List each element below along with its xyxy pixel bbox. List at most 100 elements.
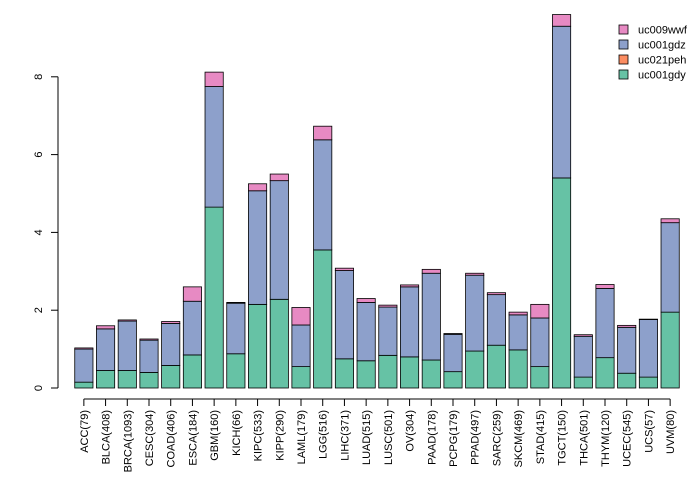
legend-swatch bbox=[619, 55, 628, 64]
bar-segment-uc009wwf bbox=[531, 304, 549, 318]
bar-segment-uc001gdy bbox=[574, 377, 592, 388]
x-tick-label: LIHC(371) bbox=[339, 410, 351, 461]
x-tick-label: UCS(57) bbox=[643, 410, 655, 453]
bar-stack bbox=[183, 287, 201, 388]
bar-stack bbox=[118, 320, 136, 388]
bar-segment-uc001gdy bbox=[75, 382, 93, 388]
bar-segment-uc009wwf bbox=[335, 268, 353, 270]
x-tick-label: STAD(415) bbox=[535, 410, 547, 464]
x-tick-label: PPAD(497) bbox=[470, 410, 482, 465]
bar-segment-uc001gdz bbox=[140, 340, 158, 372]
bar-segment-uc001gdy bbox=[357, 361, 375, 388]
bar-segment-uc001gdy bbox=[96, 371, 114, 389]
legend-swatch bbox=[619, 40, 628, 49]
legend-swatch bbox=[619, 70, 628, 79]
bar-segment-uc009wwf bbox=[140, 339, 158, 340]
bar-segment-uc001gdz bbox=[270, 181, 288, 300]
x-tick-label: CESC(304) bbox=[144, 410, 156, 466]
bar-segment-uc009wwf bbox=[227, 302, 245, 303]
bar-segment-uc009wwf bbox=[422, 269, 440, 273]
bar-segment-uc009wwf bbox=[400, 285, 418, 287]
bar-stack bbox=[227, 302, 245, 388]
x-tick-label: BRCA(1093) bbox=[122, 410, 134, 472]
x-axis: ACC(79)BLCA(408)BRCA(1093)CESC(304)COAD(… bbox=[79, 399, 677, 472]
y-tick-label: 0 bbox=[33, 385, 45, 391]
bar-segment-uc009wwf bbox=[75, 348, 93, 349]
bar-segment-uc001gdy bbox=[422, 360, 440, 388]
bar-segment-uc009wwf bbox=[314, 126, 332, 140]
bar-segment-uc001gdy bbox=[227, 354, 245, 388]
x-tick-label: TGCT(150) bbox=[557, 410, 569, 466]
y-tick-label: 6 bbox=[33, 152, 45, 158]
x-tick-label: GBM(160) bbox=[209, 410, 221, 461]
y-tick-label: 4 bbox=[33, 229, 45, 235]
bar-stack bbox=[314, 126, 332, 388]
bar-stack bbox=[487, 293, 505, 388]
bar-segment-uc001gdy bbox=[466, 351, 484, 388]
bar-segment-uc001gdy bbox=[335, 359, 353, 388]
bar-segment-uc001gdy bbox=[248, 304, 266, 388]
bar-segment-uc001gdy bbox=[162, 365, 180, 388]
bar-segment-uc001gdz bbox=[357, 302, 375, 360]
y-tick-label: 8 bbox=[33, 74, 45, 80]
x-tick-label: THYM(120) bbox=[600, 410, 612, 467]
bar-segment-uc001gdy bbox=[205, 207, 223, 388]
bar-segment-uc001gdz bbox=[118, 321, 136, 370]
x-tick-label: COAD(406) bbox=[166, 410, 178, 467]
bar-stack bbox=[422, 269, 440, 388]
x-tick-label: SKCM(469) bbox=[513, 410, 525, 467]
x-tick-label: PCPG(179) bbox=[448, 410, 460, 467]
bar-segment-uc009wwf bbox=[444, 334, 462, 335]
bar-segment-uc001gdz bbox=[183, 301, 201, 355]
x-tick-label: ESCA(184) bbox=[187, 410, 199, 466]
legend-label: uc021peh bbox=[638, 55, 686, 67]
bar-segment-uc001gdz bbox=[75, 349, 93, 382]
bar-stack bbox=[292, 307, 310, 388]
bar-segment-uc009wwf bbox=[574, 335, 592, 337]
bar-segment-uc001gdz bbox=[422, 273, 440, 360]
bar-segment-uc001gdy bbox=[509, 350, 527, 388]
x-tick-label: LUSC(501) bbox=[383, 410, 395, 465]
x-tick-label: KICH(66) bbox=[231, 410, 243, 456]
bar-stack bbox=[596, 285, 614, 388]
bar-segment-uc001gdz bbox=[487, 295, 505, 346]
bars bbox=[75, 15, 680, 388]
bar-segment-uc001gdy bbox=[487, 345, 505, 388]
legend-label: uc009wwf bbox=[638, 25, 688, 37]
bar-stack bbox=[574, 335, 592, 388]
x-tick-label: UVM(80) bbox=[665, 410, 677, 454]
bar-segment-uc001gdz bbox=[248, 191, 266, 305]
bar-segment-uc001gdz bbox=[96, 329, 114, 371]
bar-segment-uc001gdz bbox=[335, 271, 353, 359]
bar-segment-uc009wwf bbox=[379, 305, 397, 307]
bar-segment-uc001gdy bbox=[531, 367, 549, 388]
bar-segment-uc009wwf bbox=[596, 285, 614, 289]
bar-segment-uc001gdy bbox=[661, 312, 679, 388]
bar-segment-uc009wwf bbox=[357, 299, 375, 303]
bar-segment-uc001gdz bbox=[314, 140, 332, 250]
bar-segment-uc001gdy bbox=[118, 371, 136, 389]
bar-stack bbox=[75, 348, 93, 388]
bar-segment-uc001gdy bbox=[552, 178, 570, 388]
bar-segment-uc001gdz bbox=[444, 334, 462, 371]
legend-label: uc001gdz bbox=[638, 40, 686, 52]
bar-segment-uc001gdz bbox=[292, 325, 310, 367]
x-tick-label: SARC(259) bbox=[491, 410, 503, 466]
bar-segment-uc001gdz bbox=[227, 303, 245, 354]
bar-stack bbox=[96, 326, 114, 388]
bar-segment-uc009wwf bbox=[466, 273, 484, 275]
x-tick-label: KIPP(290) bbox=[274, 410, 286, 461]
x-tick-label: THCA(501) bbox=[578, 410, 590, 466]
bar-segment-uc001gdz bbox=[639, 320, 657, 378]
bar-segment-uc001gdy bbox=[400, 357, 418, 388]
bar-segment-uc009wwf bbox=[162, 321, 180, 323]
bar-stack bbox=[466, 273, 484, 388]
bar-stack bbox=[205, 72, 223, 388]
bar-segment-uc009wwf bbox=[292, 307, 310, 325]
x-tick-label: LUAD(515) bbox=[361, 410, 373, 465]
bar-segment-uc001gdz bbox=[574, 336, 592, 377]
bar-stack bbox=[618, 325, 636, 388]
